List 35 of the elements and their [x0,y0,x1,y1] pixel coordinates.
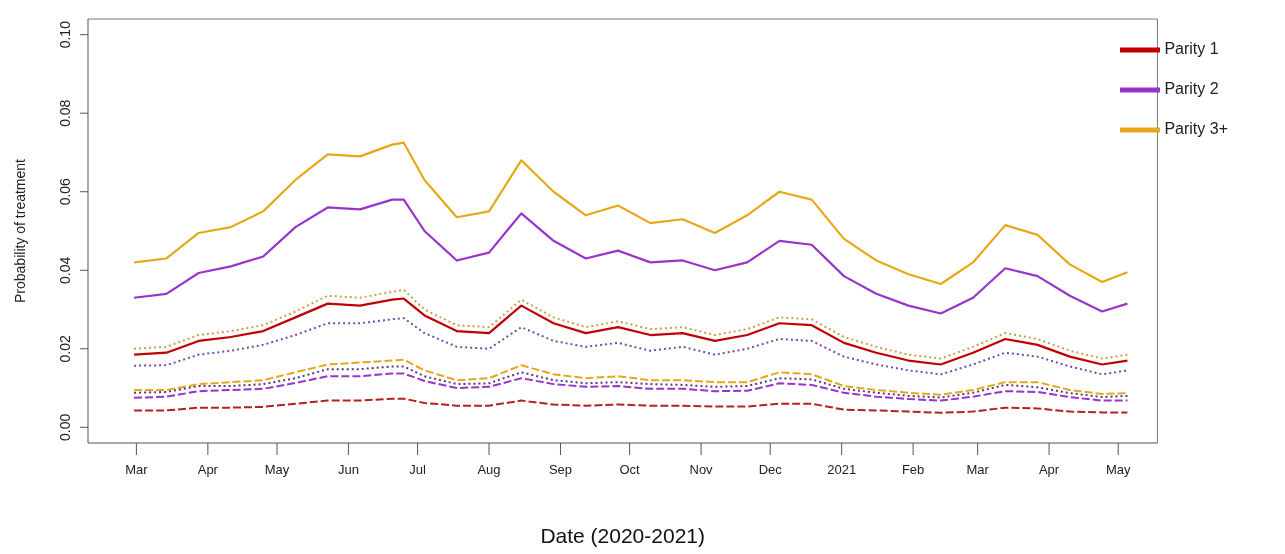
x-tick-label: Oct [619,462,641,478]
line-series [133,365,1129,399]
line-series [133,198,1129,315]
y-tick-label: 0.06 [57,177,73,206]
line-series [133,358,1129,396]
legend-label: Parity 3+ [1164,120,1228,138]
x-tick-label: Sep [548,462,573,478]
y-tick-label: 0.04 [57,256,73,284]
x-tick-label: Aug [477,462,501,478]
x-tick-label: Jun [337,462,359,478]
legend-label: Parity 2 [1164,80,1219,98]
y-axis-title: Probability of treatment [11,158,28,303]
y-tick-label: 0.00 [57,413,73,441]
x-tick-label: Feb [901,462,925,478]
x-tick-label: Mar [966,462,990,478]
line-series [133,397,1129,414]
x-tick-label: Apr [1038,462,1060,478]
x-tick-label: Jul [409,462,426,478]
x-tick-label: May [1105,462,1131,478]
y-tick-label: 0.08 [57,99,73,127]
line-series [133,317,1129,376]
x-axis-title: Date (2020-2021) [540,524,706,547]
x-tick-label: 2021 [827,462,857,478]
x-tick-label: Apr [197,462,219,478]
line-series [133,372,1129,402]
line-series [133,141,1129,286]
x-tick-label: May [264,462,290,478]
x-tick-label: Nov [689,462,714,478]
x-tick-label: Dec [758,462,783,478]
line-series [133,297,1129,366]
y-tick-label: 0.10 [57,20,73,49]
y-tick-label: 0.02 [57,334,73,363]
x-tick-label: Mar [125,462,149,478]
legend-label: Parity 1 [1164,40,1219,58]
line-series [133,288,1129,360]
